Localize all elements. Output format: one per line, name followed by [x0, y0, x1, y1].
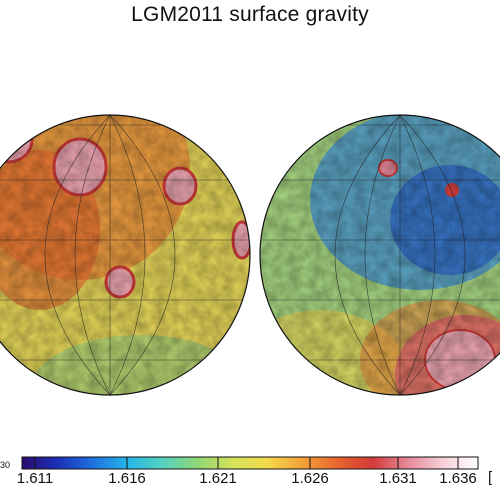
left-basin-2	[131, 52, 159, 72]
colorbar-gradient	[21, 456, 479, 470]
map-title: LGM2011 surface gravity	[131, 3, 369, 26]
colorbar-unit-label: [	[488, 469, 493, 486]
left-region-3	[70, 400, 230, 460]
colorbar-cut-label: 30	[0, 460, 11, 470]
left-graticule	[0, 115, 250, 395]
colorbar-tick-label: 1.636	[439, 470, 477, 487]
right-hemisphere	[260, 115, 500, 395]
colorbar-tick-label: 1.621	[199, 470, 237, 487]
left-hemisphere	[0, 52, 250, 460]
colorbar-ticks	[34, 457, 459, 469]
colorbar	[21, 456, 479, 470]
colorbar-tick-label: 1.626	[291, 470, 329, 487]
colorbar-tick-label: 1.616	[108, 470, 146, 487]
colorbar-tick-label: 1.611	[16, 470, 54, 487]
colorbar-tick-label: 1.631	[379, 470, 417, 487]
